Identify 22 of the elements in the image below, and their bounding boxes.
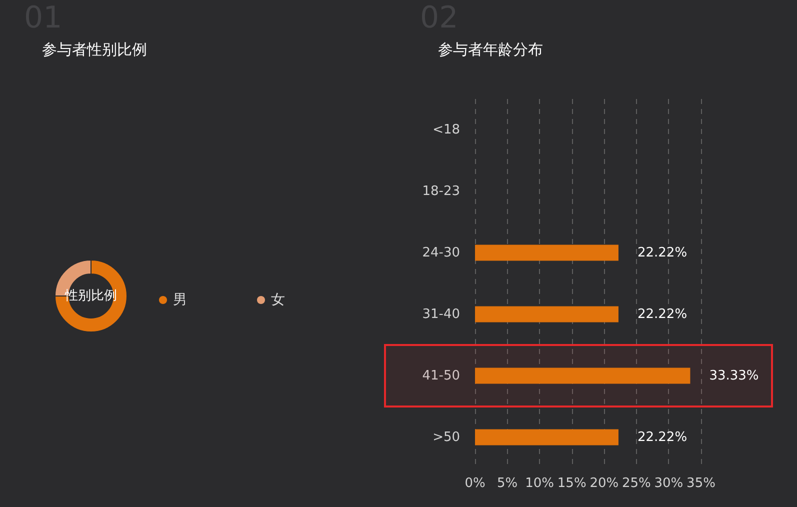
data-label: 33.33%	[709, 368, 759, 384]
legend-label: 女	[271, 292, 285, 308]
x-tick-label: 0%	[464, 476, 486, 491]
data-label: 22.22%	[637, 245, 688, 260]
y-tick-label: 24-30	[422, 245, 460, 260]
y-tick-label: <18	[432, 122, 460, 138]
x-tick-label: 30%	[654, 476, 684, 491]
data-label: 22.22%	[637, 306, 688, 322]
x-tick-label: 5%	[496, 476, 518, 491]
chart-title: 参与者年龄分布	[438, 40, 543, 58]
y-tick-label: 18-23	[422, 184, 460, 199]
y-tick-label: 41-50	[422, 368, 460, 384]
chart-title: 参与者性别比例	[42, 40, 147, 58]
legend-label: 男	[173, 292, 187, 308]
x-tick-label: 25%	[622, 476, 651, 491]
x-tick-label: 20%	[590, 476, 619, 491]
y-tick-label: >50	[432, 430, 460, 445]
x-tick-label: 35%	[686, 476, 716, 491]
x-tick-label: 10%	[525, 476, 554, 491]
data-label: 22.22%	[637, 430, 688, 445]
x-tick-label: 15%	[557, 476, 586, 491]
y-tick-label: 31-40	[422, 306, 460, 322]
